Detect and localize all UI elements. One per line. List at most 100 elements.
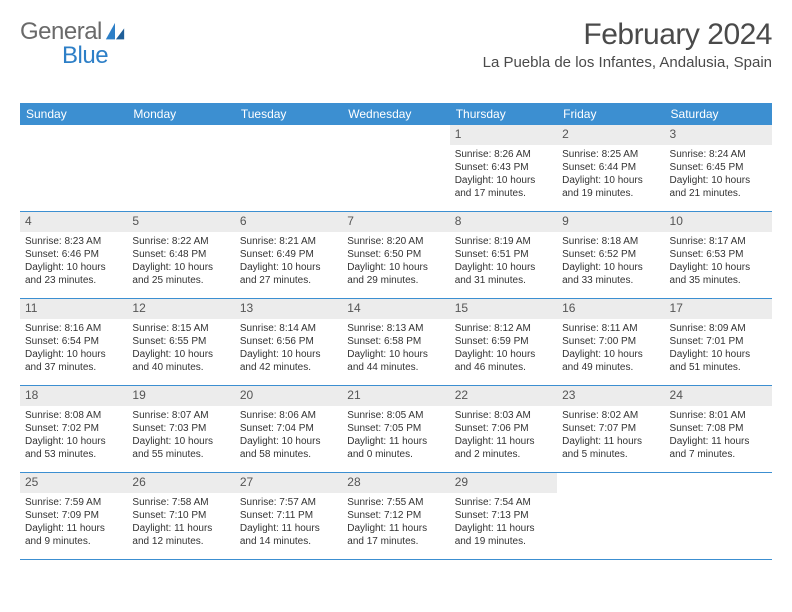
day-number: 20 — [235, 386, 342, 406]
sunrise-line: Sunrise: 8:17 AM — [670, 235, 767, 248]
sunset-line: Sunset: 6:43 PM — [455, 161, 552, 174]
daylight-line: Daylight: 11 hours and 17 minutes. — [347, 522, 444, 548]
day-body: Sunrise: 8:23 AMSunset: 6:46 PMDaylight:… — [20, 232, 127, 292]
sunrise-line: Sunrise: 7:58 AM — [132, 496, 229, 509]
day-body: Sunrise: 8:18 AMSunset: 6:52 PMDaylight:… — [557, 232, 664, 292]
day-cell: 28Sunrise: 7:55 AMSunset: 7:12 PMDayligh… — [342, 473, 449, 559]
daylight-line: Daylight: 11 hours and 9 minutes. — [25, 522, 122, 548]
day-body: Sunrise: 8:12 AMSunset: 6:59 PMDaylight:… — [450, 319, 557, 379]
day-cell — [127, 125, 234, 211]
daylight-line: Daylight: 10 hours and 31 minutes. — [455, 261, 552, 287]
daylight-line: Daylight: 11 hours and 19 minutes. — [455, 522, 552, 548]
weeks-container: 1Sunrise: 8:26 AMSunset: 6:43 PMDaylight… — [20, 125, 772, 560]
day-number: 8 — [450, 212, 557, 232]
week-row: 25Sunrise: 7:59 AMSunset: 7:09 PMDayligh… — [20, 473, 772, 560]
sunrise-line: Sunrise: 8:08 AM — [25, 409, 122, 422]
day-body: Sunrise: 8:09 AMSunset: 7:01 PMDaylight:… — [665, 319, 772, 379]
daylight-line: Daylight: 10 hours and 23 minutes. — [25, 261, 122, 287]
day-body: Sunrise: 8:17 AMSunset: 6:53 PMDaylight:… — [665, 232, 772, 292]
day-cell: 11Sunrise: 8:16 AMSunset: 6:54 PMDayligh… — [20, 299, 127, 385]
sunset-line: Sunset: 6:44 PM — [562, 161, 659, 174]
day-number: 22 — [450, 386, 557, 406]
sunset-line: Sunset: 6:53 PM — [670, 248, 767, 261]
day-cell: 17Sunrise: 8:09 AMSunset: 7:01 PMDayligh… — [665, 299, 772, 385]
sunrise-line: Sunrise: 8:23 AM — [25, 235, 122, 248]
day-number: 11 — [20, 299, 127, 319]
day-body: Sunrise: 8:24 AMSunset: 6:45 PMDaylight:… — [665, 145, 772, 205]
day-cell: 6Sunrise: 8:21 AMSunset: 6:49 PMDaylight… — [235, 212, 342, 298]
day-cell: 20Sunrise: 8:06 AMSunset: 7:04 PMDayligh… — [235, 386, 342, 472]
daylight-line: Daylight: 11 hours and 7 minutes. — [670, 435, 767, 461]
sunrise-line: Sunrise: 8:19 AM — [455, 235, 552, 248]
daylight-line: Daylight: 10 hours and 58 minutes. — [240, 435, 337, 461]
day-cell — [235, 125, 342, 211]
day-cell: 19Sunrise: 8:07 AMSunset: 7:03 PMDayligh… — [127, 386, 234, 472]
day-cell: 25Sunrise: 7:59 AMSunset: 7:09 PMDayligh… — [20, 473, 127, 559]
day-body: Sunrise: 8:21 AMSunset: 6:49 PMDaylight:… — [235, 232, 342, 292]
day-cell — [20, 125, 127, 211]
day-body: Sunrise: 8:20 AMSunset: 6:50 PMDaylight:… — [342, 232, 449, 292]
sunset-line: Sunset: 6:59 PM — [455, 335, 552, 348]
day-body: Sunrise: 8:02 AMSunset: 7:07 PMDaylight:… — [557, 406, 664, 466]
day-body: Sunrise: 7:58 AMSunset: 7:10 PMDaylight:… — [127, 493, 234, 553]
sunrise-line: Sunrise: 8:20 AM — [347, 235, 444, 248]
day-number: 12 — [127, 299, 234, 319]
day-body: Sunrise: 8:16 AMSunset: 6:54 PMDaylight:… — [20, 319, 127, 379]
sunrise-line: Sunrise: 8:13 AM — [347, 322, 444, 335]
day-cell: 5Sunrise: 8:22 AMSunset: 6:48 PMDaylight… — [127, 212, 234, 298]
day-number: 21 — [342, 386, 449, 406]
day-body: Sunrise: 8:25 AMSunset: 6:44 PMDaylight:… — [557, 145, 664, 205]
sunrise-line: Sunrise: 8:26 AM — [455, 148, 552, 161]
day-body: Sunrise: 8:05 AMSunset: 7:05 PMDaylight:… — [342, 406, 449, 466]
day-cell: 21Sunrise: 8:05 AMSunset: 7:05 PMDayligh… — [342, 386, 449, 472]
day-number: 1 — [450, 125, 557, 145]
daylight-line: Daylight: 10 hours and 29 minutes. — [347, 261, 444, 287]
day-cell — [557, 473, 664, 559]
sunrise-line: Sunrise: 8:06 AM — [240, 409, 337, 422]
daylight-line: Daylight: 10 hours and 27 minutes. — [240, 261, 337, 287]
day-number: 5 — [127, 212, 234, 232]
weekday-header-cell: Monday — [127, 103, 234, 125]
day-body: Sunrise: 8:11 AMSunset: 7:00 PMDaylight:… — [557, 319, 664, 379]
calendar: SundayMondayTuesdayWednesdayThursdayFrid… — [20, 103, 772, 560]
day-cell: 12Sunrise: 8:15 AMSunset: 6:55 PMDayligh… — [127, 299, 234, 385]
daylight-line: Daylight: 10 hours and 17 minutes. — [455, 174, 552, 200]
weekday-header-row: SundayMondayTuesdayWednesdayThursdayFrid… — [20, 103, 772, 125]
week-row: 4Sunrise: 8:23 AMSunset: 6:46 PMDaylight… — [20, 212, 772, 299]
daylight-line: Daylight: 10 hours and 21 minutes. — [670, 174, 767, 200]
day-body: Sunrise: 8:07 AMSunset: 7:03 PMDaylight:… — [127, 406, 234, 466]
day-cell: 2Sunrise: 8:25 AMSunset: 6:44 PMDaylight… — [557, 125, 664, 211]
day-body: Sunrise: 8:03 AMSunset: 7:06 PMDaylight:… — [450, 406, 557, 466]
daylight-line: Daylight: 11 hours and 0 minutes. — [347, 435, 444, 461]
day-cell — [342, 125, 449, 211]
sunrise-line: Sunrise: 8:22 AM — [132, 235, 229, 248]
day-cell: 26Sunrise: 7:58 AMSunset: 7:10 PMDayligh… — [127, 473, 234, 559]
daylight-line: Daylight: 10 hours and 46 minutes. — [455, 348, 552, 374]
sunrise-line: Sunrise: 8:11 AM — [562, 322, 659, 335]
week-row: 18Sunrise: 8:08 AMSunset: 7:02 PMDayligh… — [20, 386, 772, 473]
sunrise-line: Sunrise: 7:57 AM — [240, 496, 337, 509]
day-cell: 23Sunrise: 8:02 AMSunset: 7:07 PMDayligh… — [557, 386, 664, 472]
sunset-line: Sunset: 6:48 PM — [132, 248, 229, 261]
day-cell: 22Sunrise: 8:03 AMSunset: 7:06 PMDayligh… — [450, 386, 557, 472]
sunrise-line: Sunrise: 8:25 AM — [562, 148, 659, 161]
day-number: 23 — [557, 386, 664, 406]
sunrise-line: Sunrise: 7:55 AM — [347, 496, 444, 509]
sunrise-line: Sunrise: 7:59 AM — [25, 496, 122, 509]
sunset-line: Sunset: 6:52 PM — [562, 248, 659, 261]
day-cell: 9Sunrise: 8:18 AMSunset: 6:52 PMDaylight… — [557, 212, 664, 298]
sunrise-line: Sunrise: 8:01 AM — [670, 409, 767, 422]
sunset-line: Sunset: 7:09 PM — [25, 509, 122, 522]
sunset-line: Sunset: 7:08 PM — [670, 422, 767, 435]
day-cell: 10Sunrise: 8:17 AMSunset: 6:53 PMDayligh… — [665, 212, 772, 298]
header: General February 2024 La Puebla de los I… — [20, 18, 772, 71]
day-cell: 8Sunrise: 8:19 AMSunset: 6:51 PMDaylight… — [450, 212, 557, 298]
weekday-header-cell: Saturday — [665, 103, 772, 125]
day-body: Sunrise: 8:15 AMSunset: 6:55 PMDaylight:… — [127, 319, 234, 379]
logo-sail-icon — [104, 21, 126, 43]
daylight-line: Daylight: 10 hours and 42 minutes. — [240, 348, 337, 374]
day-number: 29 — [450, 473, 557, 493]
day-body: Sunrise: 7:54 AMSunset: 7:13 PMDaylight:… — [450, 493, 557, 553]
weekday-header-cell: Wednesday — [342, 103, 449, 125]
weekday-header-cell: Tuesday — [235, 103, 342, 125]
